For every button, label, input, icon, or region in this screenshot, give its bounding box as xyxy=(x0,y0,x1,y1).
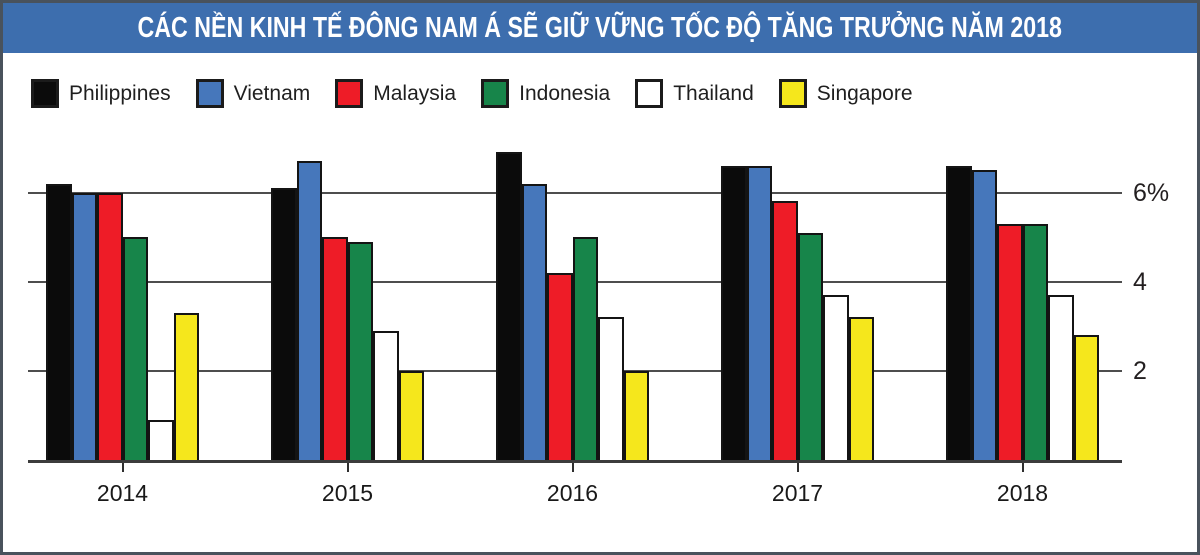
bar-malaysia-2015 xyxy=(322,237,348,460)
legend-label: Philippines xyxy=(69,81,171,105)
legend-label: Malaysia xyxy=(373,81,457,105)
bar-vietnam-2016 xyxy=(521,183,547,460)
bar-philippines-2014 xyxy=(46,183,72,460)
bar-indonesia-2015 xyxy=(347,241,373,460)
chart-legend: Philippines Vietnam Malaysia Indonesia Thail… xyxy=(31,79,913,108)
bar-malaysia-2016 xyxy=(547,272,573,460)
legend-label: Indonesia xyxy=(519,81,611,105)
legend-item-singapore: Singapore xyxy=(778,79,913,108)
x-axis-tick-2014 xyxy=(121,463,124,472)
bar-singapore-2018 xyxy=(1073,335,1099,460)
legend-swatch-malaysia xyxy=(335,79,364,108)
bar-vietnam-2018 xyxy=(971,170,997,460)
y-tick-label-4: 4 xyxy=(1133,267,1147,296)
legend-swatch-philippines xyxy=(31,79,59,108)
bar-singapore-2017 xyxy=(848,317,874,460)
x-axis-tick-2018 xyxy=(1021,463,1024,472)
legend-label: Thailand xyxy=(673,81,754,105)
bar-thailand-2017 xyxy=(823,295,849,460)
bar-philippines-2016 xyxy=(496,152,522,460)
bar-vietnam-2017 xyxy=(746,165,772,460)
bar-indonesia-2018 xyxy=(1022,223,1048,460)
bar-philippines-2018 xyxy=(946,165,972,460)
x-tick-label-2017: 2017 xyxy=(771,480,824,506)
legend-item-thailand: Thailand xyxy=(635,79,754,108)
title-bar: CÁC NỀN KINH TẾ ĐÔNG NAM Á SẼ GIỮ VỮNG T… xyxy=(3,3,1197,53)
bar-thailand-2016 xyxy=(598,317,624,460)
bar-group-2015 xyxy=(271,161,424,460)
legend-item-vietnam: Vietnam xyxy=(195,79,311,108)
page-title: CÁC NỀN KINH TẾ ĐÔNG NAM Á SẼ GIỮ VỮNG T… xyxy=(137,11,1063,44)
bar-thailand-2015 xyxy=(373,330,399,460)
y-tick-label-2: 2 xyxy=(1133,356,1147,385)
bar-philippines-2017 xyxy=(721,165,747,460)
bar-philippines-2015 xyxy=(271,188,297,460)
gridline-6 xyxy=(28,191,1122,194)
bar-group-2018 xyxy=(946,165,1099,460)
x-tick-label-2015: 2015 xyxy=(321,480,374,506)
bar-malaysia-2017 xyxy=(772,201,798,460)
legend-swatch-thailand xyxy=(635,79,664,108)
legend-swatch-vietnam xyxy=(195,79,224,108)
legend-swatch-indonesia xyxy=(481,79,510,108)
bar-vietnam-2014 xyxy=(71,192,97,460)
plot-area: 2014 2015 2016 2017 2018 xyxy=(28,139,1122,506)
bar-malaysia-2018 xyxy=(997,223,1023,460)
legend-item-philippines: Philippines xyxy=(31,79,171,108)
x-axis-tick-2016 xyxy=(571,463,574,472)
x-tick-label-2016: 2016 xyxy=(546,480,599,506)
bar-group-2014 xyxy=(46,183,199,460)
legend-label: Singapore xyxy=(816,81,913,105)
legend-label: Vietnam xyxy=(233,81,311,105)
legend-item-indonesia: Indonesia xyxy=(481,79,610,108)
x-axis-tick-2017 xyxy=(796,463,799,472)
bar-thailand-2014 xyxy=(148,419,174,460)
legend-item-malaysia: Malaysia xyxy=(335,79,456,108)
bar-singapore-2014 xyxy=(173,312,199,460)
bar-indonesia-2017 xyxy=(797,232,823,460)
bar-group-2017 xyxy=(721,165,874,460)
y-tick-label-6: 6% xyxy=(1133,178,1170,207)
legend-swatch-singapore xyxy=(778,79,807,108)
bar-indonesia-2014 xyxy=(122,237,148,460)
bar-malaysia-2014 xyxy=(97,192,123,460)
x-tick-label-2018: 2018 xyxy=(996,480,1049,506)
bar-group-2016 xyxy=(496,152,649,460)
x-axis-tick-2015 xyxy=(346,463,349,472)
bar-singapore-2016 xyxy=(623,370,649,460)
bar-singapore-2015 xyxy=(398,370,424,460)
x-tick-label-2014: 2014 xyxy=(96,480,149,506)
bar-thailand-2018 xyxy=(1048,295,1074,460)
bar-vietnam-2015 xyxy=(296,161,322,460)
bar-indonesia-2016 xyxy=(572,237,598,460)
